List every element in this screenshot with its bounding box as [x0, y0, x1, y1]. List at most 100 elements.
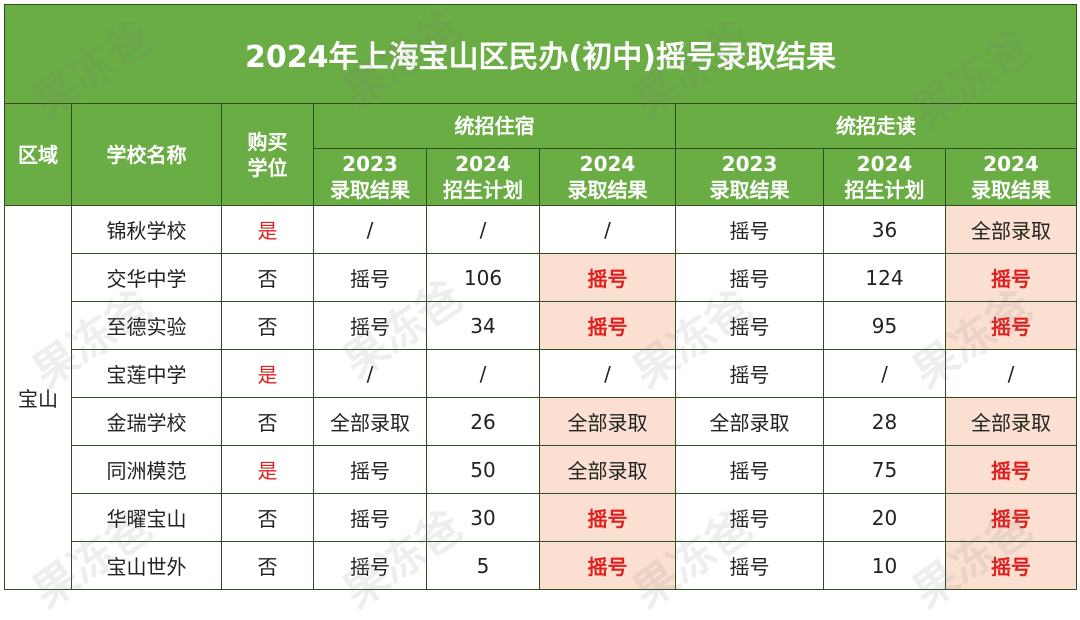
table-row: 华曜宝山否摇号 30 摇号 摇号 20 摇号 — [5, 493, 1078, 542]
cell-dplan: 28 — [823, 397, 946, 446]
table-row: 至德实验否摇号 34 摇号 摇号 95 摇号 — [5, 301, 1078, 350]
cell-dplan: 36 — [823, 205, 946, 254]
cell-buy: 是 — [221, 205, 314, 254]
cell-school: 交华中学 — [71, 253, 222, 302]
header-buy-line2: 学位 — [247, 155, 288, 180]
cell-b2024: / — [539, 205, 676, 254]
table-title: 2024年上海宝山区民办(初中)摇号录取结果 — [3, 4, 1078, 104]
cell-school: 宝莲中学 — [71, 349, 222, 398]
cell-dplan: 20 — [823, 493, 946, 542]
cell-buy: 是 — [221, 349, 314, 398]
cell-d2024: / — [944, 349, 1078, 398]
cell-d2024: 摇号 — [944, 253, 1078, 302]
cell-d2023: 摇号 — [675, 445, 824, 494]
header-sub-label: 录取结果 — [567, 178, 648, 202]
cell-b2024: 摇号 — [539, 253, 676, 302]
cell-b2023: / — [313, 205, 427, 254]
table-row: 金瑞学校否全部录取 26 全部录取 全部录取 28 全部录取 — [5, 397, 1078, 446]
cell-bplan: 34 — [426, 301, 540, 350]
cell-buy: 否 — [221, 541, 314, 590]
cell-b2023: 摇号 — [313, 301, 427, 350]
cell-d2024: 摇号 — [944, 445, 1078, 494]
header-sub-label: 录取结果 — [330, 178, 410, 202]
cell-d2023: 摇号 — [675, 349, 824, 398]
table-row: 宝山 锦秋学校是 / / / 摇号 36 全部录取 — [4, 205, 1078, 590]
header-buy-line1: 购买 — [247, 129, 288, 154]
header-sub-year: 2024 — [983, 152, 1039, 176]
cell-dplan: 75 — [823, 445, 946, 494]
cell-b2023: 摇号 — [313, 493, 427, 542]
header-sub-year: 2023 — [721, 152, 778, 176]
cell-school: 锦秋学校 — [71, 205, 222, 254]
cell-b2024: 摇号 — [539, 493, 676, 542]
cell-d2023: 摇号 — [675, 541, 824, 590]
results-table-container: 2024年上海宝山区民办(初中)摇号录取结果 区域 学校名称 购买 学位 统招住… — [3, 1, 1078, 618]
cell-b2024: 摇号 — [539, 541, 676, 590]
cell-b2023: 全部录取 — [313, 397, 427, 446]
cell-b2024: 摇号 — [539, 301, 676, 350]
region-cell: 宝山 — [4, 205, 72, 590]
cell-buy: 否 — [221, 301, 314, 350]
cell-b2023: 摇号 — [313, 445, 427, 494]
table-row: 宝莲中学是 / / / 摇号 / / — [5, 349, 1078, 398]
cell-d2024: 摇号 — [944, 301, 1078, 350]
cell-b2024: 全部录取 — [539, 445, 676, 494]
cell-school: 华曜宝山 — [71, 493, 222, 542]
header-sub-label: 录取结果 — [709, 178, 790, 202]
cell-d2023: 摇号 — [675, 205, 824, 254]
header-buy-degree: 购买 学位 — [221, 103, 314, 206]
cell-bplan: 26 — [426, 397, 540, 446]
header-sub-3: 2023 录取结果 — [675, 148, 824, 206]
cell-school: 金瑞学校 — [71, 397, 222, 446]
table-row: 同洲模范是摇号 50 全部录取 摇号 75 摇号 — [5, 445, 1078, 494]
header-group-day: 统招走读 — [674, 103, 1078, 149]
header-sub-year: 2024 — [579, 152, 636, 176]
cell-bplan: 50 — [426, 445, 540, 494]
cell-d2024: 摇号 — [944, 541, 1078, 590]
cell-d2024: 摇号 — [944, 493, 1078, 542]
header-school: 学校名称 — [71, 103, 222, 206]
header-sub-label: 招生计划 — [844, 178, 925, 202]
cell-d2024: 全部录取 — [944, 397, 1078, 446]
cell-b2023: 摇号 — [313, 541, 427, 590]
header-group-boarding: 统招住宿 — [313, 103, 676, 149]
cell-dplan: 95 — [823, 301, 946, 350]
cell-dplan: 10 — [823, 541, 946, 590]
header-sub-5: 2024 录取结果 — [944, 148, 1078, 206]
cell-dplan: / — [823, 349, 946, 398]
cell-bplan: 5 — [426, 541, 540, 590]
header-sub-year: 2024 — [455, 152, 511, 176]
header-sub-4: 2024 招生计划 — [823, 148, 946, 206]
cell-d2024: 全部录取 — [944, 205, 1078, 254]
header-sub-label: 录取结果 — [971, 178, 1052, 202]
cell-bplan: 106 — [426, 253, 540, 302]
cell-b2023: / — [313, 349, 427, 398]
header-sub-1: 2024 招生计划 — [426, 148, 540, 206]
cell-d2023: 全部录取 — [675, 397, 824, 446]
results-table: 2024年上海宝山区民办(初中)摇号录取结果 区域 学校名称 购买 学位 统招住… — [3, 4, 1078, 590]
table-row: 宝山世外否摇号 5 摇号 摇号 10 摇号 — [5, 541, 1078, 590]
header-region: 区域 — [4, 103, 72, 206]
cell-buy: 否 — [221, 253, 314, 302]
cell-d2023: 摇号 — [675, 493, 824, 542]
cell-school: 宝山世外 — [71, 541, 222, 590]
header-sub-year: 2024 — [856, 152, 913, 176]
cell-bplan: 30 — [426, 493, 540, 542]
cell-bplan: / — [426, 349, 540, 398]
header-sub-label: 招生计划 — [443, 178, 523, 202]
cell-school: 同洲模范 — [71, 445, 222, 494]
cell-b2023: 摇号 — [313, 253, 427, 302]
cell-buy: 否 — [221, 397, 314, 446]
cell-d2023: 摇号 — [675, 301, 824, 350]
table-row: 交华中学否摇号 106 摇号 摇号 124 摇号 — [5, 253, 1078, 302]
header-sub-year: 2023 — [342, 152, 398, 176]
cell-b2024: 全部录取 — [539, 397, 676, 446]
cell-b2024: / — [539, 349, 676, 398]
cell-buy: 否 — [221, 493, 314, 542]
cell-d2023: 摇号 — [675, 253, 824, 302]
header-sub-0: 2023 录取结果 — [313, 148, 427, 206]
cell-school: 至德实验 — [71, 301, 222, 350]
cell-buy: 是 — [221, 445, 314, 494]
cell-dplan: 124 — [823, 253, 946, 302]
cell-bplan: / — [426, 205, 540, 254]
